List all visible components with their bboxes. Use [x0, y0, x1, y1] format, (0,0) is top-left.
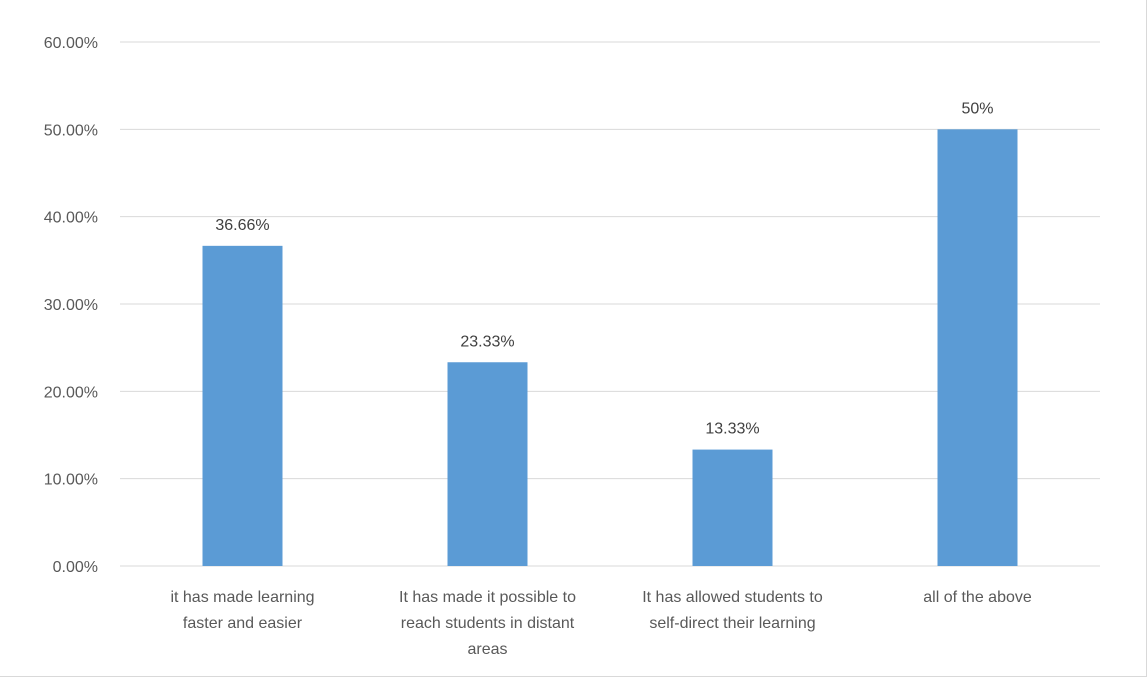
x-tick-label: It has made it possible to	[399, 589, 576, 606]
gridlines	[120, 41, 1100, 567]
x-tick-label: faster and easier	[183, 615, 303, 632]
y-axis-ticks: 0.00% 10.00% 20.00% 30.00% 40.00% 50.00% 60.00…	[44, 35, 98, 576]
data-label: 23.33%	[460, 333, 514, 350]
x-tick-label: reach students in distant	[401, 615, 575, 632]
x-tick-label: areas	[467, 641, 507, 658]
data-label: 50%	[961, 100, 993, 117]
x-tick-label: all of the above	[923, 589, 1032, 606]
x-axis-labels: it has made learning faster and easier It …	[170, 589, 1031, 658]
bars	[202, 129, 1018, 567]
y-tick-label: 50.00%	[44, 122, 98, 139]
y-tick-label: 30.00%	[44, 297, 98, 314]
y-tick-label: 20.00%	[44, 384, 98, 401]
bar	[202, 245, 283, 566]
bar	[937, 129, 1018, 567]
x-tick-label: it has made learning	[170, 589, 314, 606]
bar	[692, 449, 773, 566]
data-label: 36.66%	[215, 217, 269, 234]
x-tick-label: self-direct their learning	[649, 615, 815, 632]
x-tick-label: It has allowed students to	[642, 589, 823, 606]
y-tick-label: 0.00%	[53, 559, 98, 576]
bar	[447, 362, 528, 566]
y-tick-label: 40.00%	[44, 210, 98, 227]
data-labels: 36.66% 23.33% 13.33% 50%	[215, 100, 993, 437]
y-tick-label: 60.00%	[44, 35, 98, 52]
data-label: 13.33%	[705, 421, 759, 438]
y-tick-label: 10.00%	[44, 472, 98, 489]
